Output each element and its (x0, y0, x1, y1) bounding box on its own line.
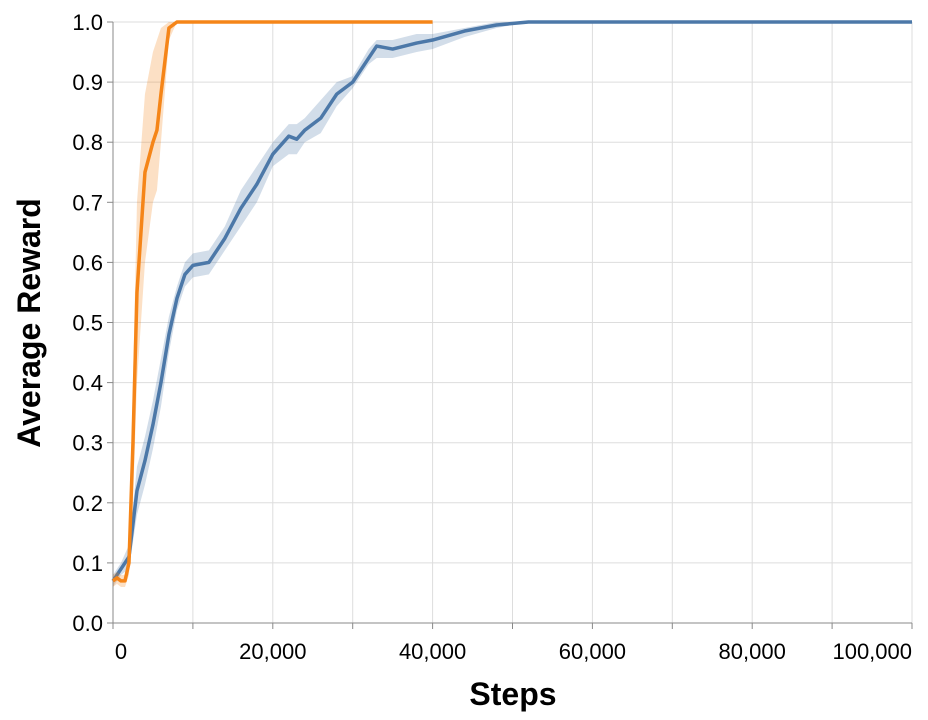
x-tick-label: 0 (115, 639, 127, 664)
y-tick-label: 0.2 (72, 491, 103, 516)
x-tick-label: 40,000 (399, 639, 466, 664)
x-axis-label: Steps (469, 676, 556, 712)
x-tick-label: 80,000 (719, 639, 786, 664)
y-axis-label: Average Reward (11, 198, 47, 448)
y-tick-label: 0.9 (72, 70, 103, 95)
series-line (111, 20, 433, 583)
y-tick-label: 0.6 (72, 250, 103, 275)
y-tick-label: 0.1 (72, 551, 103, 576)
y-tick-label: 0.4 (72, 371, 103, 396)
x-tick-label: 20,000 (239, 639, 306, 664)
y-tick-label: 0.8 (72, 130, 103, 155)
x-tick-label: 60,000 (559, 639, 626, 664)
y-tick-label: 0.5 (72, 311, 103, 336)
y-tick-label: 0.0 (72, 611, 103, 636)
y-tick-label: 0.7 (72, 190, 103, 215)
x-tick-label: 100,000 (832, 639, 912, 664)
y-tick-label: 1.0 (72, 10, 103, 35)
y-tick-label: 0.3 (72, 431, 103, 456)
series-line (111, 20, 912, 582)
